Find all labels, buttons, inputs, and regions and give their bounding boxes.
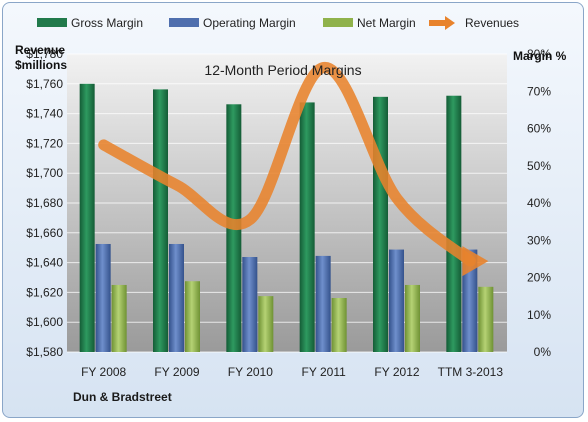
left-tick-label: $1,760 [26,77,63,91]
margins-chart: $1,580 $1,600 $1,620 $1,640 $1,660 $1,680 $1,7… [15,16,567,404]
net-margin-bar [331,297,347,352]
right-tick-label: 30% [527,233,551,247]
left-tick-label: $1,640 [26,256,63,270]
right-tick-label: 70% [527,84,551,98]
left-tick-label: $1,580 [26,345,63,359]
legend-gross-margin-swatch [37,18,67,27]
left-axis-label-line2: $millions [15,58,67,72]
gross-margin-bar [446,95,462,352]
left-tick-label: $1,620 [26,285,63,299]
legend-net-margin-swatch [323,18,353,27]
left-axis-label-line1: Revenue [15,43,65,57]
gross-margin-bar [373,96,388,353]
legend-net-margin-label: Net Margin [357,16,416,30]
x-tick-label: FY 2009 [154,365,199,379]
chart-title: 12-Month Period Margins [204,62,361,78]
right-tick-label: 60% [527,122,551,136]
legend-operating-margin-swatch [169,18,199,27]
x-axis-ticks: FY 2008 FY 2009 FY 2010 FY 2011 FY 2012 TTM 3… [81,365,503,379]
left-tick-label: $1,600 [26,315,63,329]
net-margin-bar [111,284,127,352]
operating-margin-bar [389,249,404,352]
legend-operating-margin-label: Operating Margin [203,16,296,30]
x-tick-label: FY 2008 [81,365,126,379]
left-tick-label: $1,680 [26,196,63,210]
operating-margin-bar [242,257,258,352]
net-margin-bar [478,286,494,352]
right-tick-label: 20% [527,271,551,285]
x-tick-label: TTM 3-2013 [438,365,504,379]
left-tick-label: $1,780 [26,47,63,61]
net-margin-bar [258,296,274,352]
right-tick-label: 80% [527,47,551,61]
left-tick-label: $1,700 [26,166,63,180]
right-tick-label: 40% [527,196,551,210]
right-tick-label: 10% [527,308,551,322]
left-axis-ticks: $1,580 $1,600 $1,620 $1,640 $1,660 $1,680 $1,7… [26,47,63,359]
gridlines [67,53,507,353]
right-axis-ticks: 0% 10% 20% 30% 40% 50% 60% 70% 80% [527,47,551,359]
revenues-arrowhead [462,246,489,277]
left-tick-label: $1,660 [26,226,63,240]
x-tick-label: FY 2011 [302,365,347,379]
right-tick-label: 50% [527,159,551,173]
legend-gross-margin-label: Gross Margin [71,16,143,30]
chart-frame: $1,580 $1,600 $1,620 $1,640 $1,660 $1,680 $1,7… [2,2,584,418]
operating-margin-bar [462,249,478,352]
operating-margin-bar [95,243,111,352]
left-tick-label: $1,720 [26,136,63,150]
net-margin-bar [405,284,420,352]
right-axis-label: Margin % [513,49,567,63]
revenue-line-group [98,61,489,277]
left-tick-label: $1,740 [26,107,63,121]
footer-company: Dun & Bradstreet [73,390,172,404]
operating-margin-bar [169,243,184,352]
gross-margin-bar [299,102,315,352]
legend-revenues-arrow-icon [445,16,455,30]
bars-group [79,83,494,353]
operating-margin-bar [315,255,331,352]
x-tick-label: FY 2012 [374,365,419,379]
legend: Gross Margin Operating Margin Net Margin Re… [37,16,519,30]
right-tick-label: 0% [534,345,552,359]
legend-revenues-label: Revenues [465,16,519,30]
gross-margin-bar [153,89,168,352]
net-margin-bar [185,281,200,352]
x-tick-label: FY 2010 [228,365,273,379]
gross-margin-bar [79,83,95,353]
